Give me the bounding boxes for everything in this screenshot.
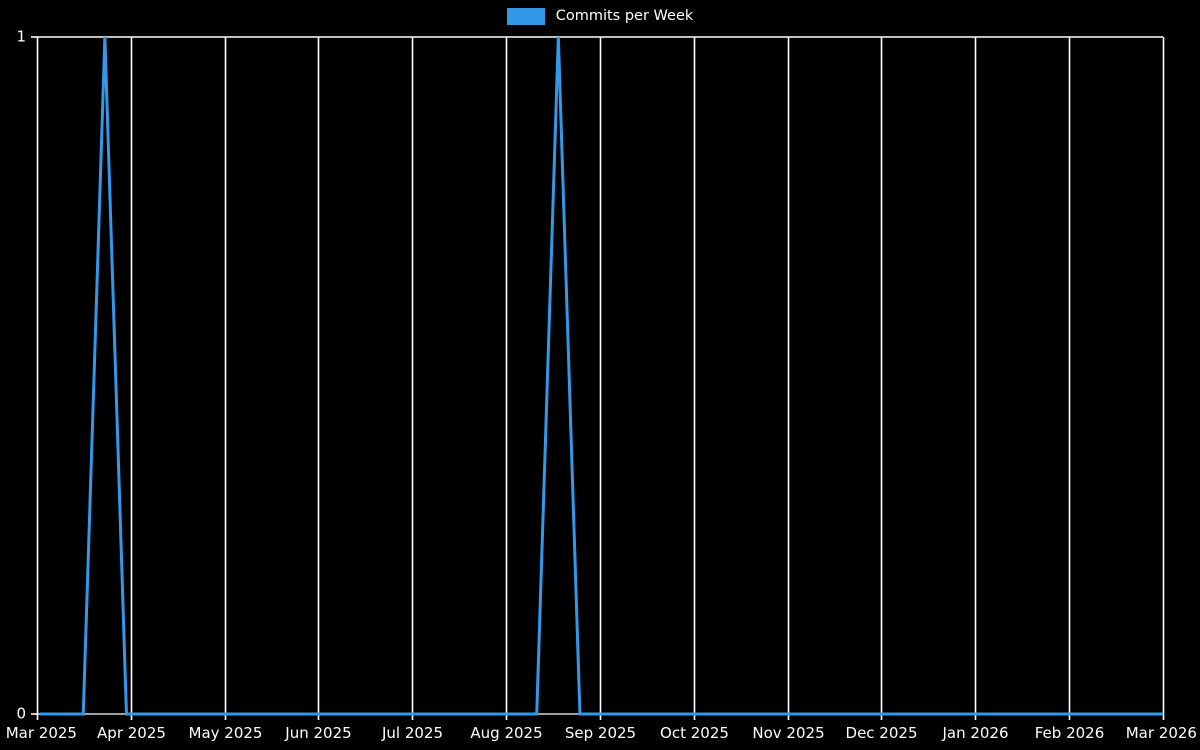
x-tick-label-1: Apr 2025 (97, 724, 166, 742)
x-tick-label-7: Oct 2025 (660, 724, 729, 742)
x-tick-label-5: Aug 2025 (470, 724, 543, 742)
series-line-commits-per-week (40, 36, 1163, 716)
x-tick-label-4: Jul 2025 (381, 724, 444, 742)
y-tick-label-0: 1 (16, 27, 26, 46)
x-tick-label-6: Sep 2025 (564, 724, 637, 742)
x-tick-label-0: Mar 2025 (5, 724, 77, 742)
y-tick-label-1: 0 (16, 704, 26, 723)
x-tick-label-10: Jan 2026 (942, 724, 1009, 742)
x-tick-label-2: May 2025 (188, 724, 263, 742)
grid-lines (36, 36, 1165, 715)
x-tick-label-11: Feb 2026 (1034, 724, 1105, 742)
x-tick-label-12: Mar 2026 (1125, 724, 1197, 742)
x-tick-label-9: Dec 2025 (845, 724, 918, 742)
axis-ticks (31, 36, 1165, 720)
x-tick-label-3: Jun 2025 (285, 724, 352, 742)
x-tick-label-8: Nov 2025 (752, 724, 825, 742)
